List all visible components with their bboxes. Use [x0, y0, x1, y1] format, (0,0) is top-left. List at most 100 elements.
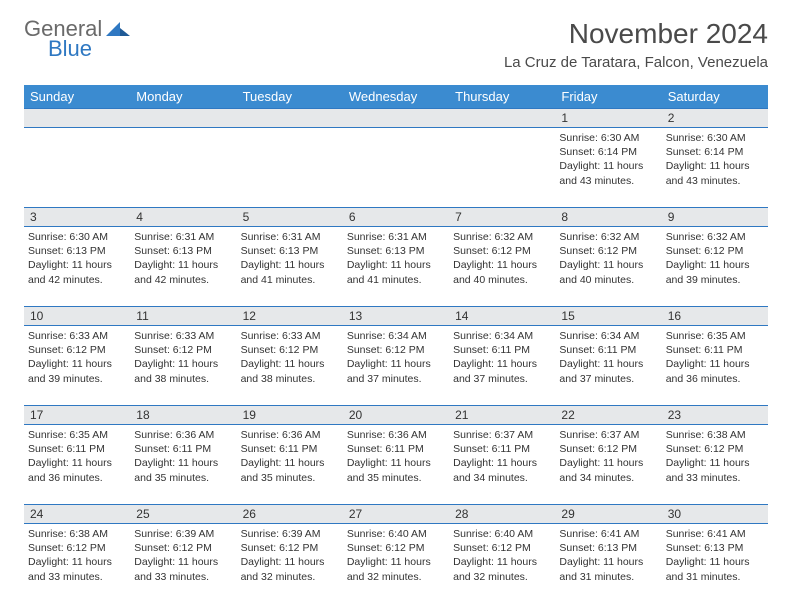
day-cell: Sunrise: 6:34 AMSunset: 6:11 PMDaylight:…	[449, 326, 555, 406]
day-cell: Sunrise: 6:41 AMSunset: 6:13 PMDaylight:…	[555, 524, 661, 604]
day-cell-content: Sunrise: 6:37 AMSunset: 6:12 PMDaylight:…	[559, 428, 657, 485]
day-number-cell: 6	[343, 208, 449, 227]
daylight-text: and 43 minutes.	[559, 174, 657, 188]
sunset-text: Sunset: 6:13 PM	[559, 541, 657, 555]
day-number-cell: 17	[24, 406, 130, 425]
daylight-text: Daylight: 11 hours	[453, 258, 551, 272]
sunset-text: Sunset: 6:12 PM	[241, 541, 339, 555]
day-cell: Sunrise: 6:31 AMSunset: 6:13 PMDaylight:…	[237, 227, 343, 307]
day-cell	[343, 128, 449, 208]
daylight-text: and 35 minutes.	[347, 471, 445, 485]
daylight-text: Daylight: 11 hours	[28, 456, 126, 470]
sunset-text: Sunset: 6:11 PM	[28, 442, 126, 456]
day-number-cell: 3	[24, 208, 130, 227]
sunset-text: Sunset: 6:12 PM	[347, 541, 445, 555]
sunset-text: Sunset: 6:12 PM	[453, 244, 551, 258]
daylight-text: Daylight: 11 hours	[134, 357, 232, 371]
day-cell-content: Sunrise: 6:39 AMSunset: 6:12 PMDaylight:…	[134, 527, 232, 584]
daylight-text: and 35 minutes.	[241, 471, 339, 485]
sunrise-text: Sunrise: 6:35 AM	[28, 428, 126, 442]
day-cell: Sunrise: 6:37 AMSunset: 6:12 PMDaylight:…	[555, 425, 661, 505]
day-header: Wednesday	[343, 85, 449, 109]
day-cell-content: Sunrise: 6:38 AMSunset: 6:12 PMDaylight:…	[28, 527, 126, 584]
day-cell: Sunrise: 6:39 AMSunset: 6:12 PMDaylight:…	[237, 524, 343, 604]
daylight-text: and 31 minutes.	[666, 570, 764, 584]
day-number-cell: 4	[130, 208, 236, 227]
daylight-text: Daylight: 11 hours	[559, 555, 657, 569]
sunrise-text: Sunrise: 6:34 AM	[559, 329, 657, 343]
day-number-cell	[24, 109, 130, 128]
day-cell-content: Sunrise: 6:30 AMSunset: 6:14 PMDaylight:…	[559, 131, 657, 188]
sunrise-text: Sunrise: 6:31 AM	[134, 230, 232, 244]
page-header: General Blue November 2024 La Cruz de Ta…	[24, 18, 768, 71]
day-number-cell: 29	[555, 505, 661, 524]
daylight-text: and 34 minutes.	[559, 471, 657, 485]
month-title: November 2024	[504, 18, 768, 50]
daylight-text: Daylight: 11 hours	[559, 258, 657, 272]
week-row: Sunrise: 6:30 AMSunset: 6:13 PMDaylight:…	[24, 227, 768, 307]
sunrise-text: Sunrise: 6:32 AM	[666, 230, 764, 244]
sunset-text: Sunset: 6:13 PM	[134, 244, 232, 258]
logo-text: General Blue	[24, 18, 102, 60]
daylight-text: and 40 minutes.	[559, 273, 657, 287]
day-number-row: 24252627282930	[24, 505, 768, 524]
day-cell: Sunrise: 6:40 AMSunset: 6:12 PMDaylight:…	[343, 524, 449, 604]
sunrise-text: Sunrise: 6:30 AM	[28, 230, 126, 244]
day-number-row: 12	[24, 109, 768, 128]
day-cell: Sunrise: 6:40 AMSunset: 6:12 PMDaylight:…	[449, 524, 555, 604]
daylight-text: Daylight: 11 hours	[559, 159, 657, 173]
day-number-cell: 13	[343, 307, 449, 326]
day-cell: Sunrise: 6:41 AMSunset: 6:13 PMDaylight:…	[662, 524, 768, 604]
sunset-text: Sunset: 6:12 PM	[666, 442, 764, 456]
sunset-text: Sunset: 6:13 PM	[241, 244, 339, 258]
sunrise-text: Sunrise: 6:38 AM	[666, 428, 764, 442]
daylight-text: Daylight: 11 hours	[666, 456, 764, 470]
day-header: Sunday	[24, 85, 130, 109]
day-number-cell	[343, 109, 449, 128]
sunset-text: Sunset: 6:13 PM	[347, 244, 445, 258]
day-cell-content: Sunrise: 6:40 AMSunset: 6:12 PMDaylight:…	[347, 527, 445, 584]
day-cell: Sunrise: 6:33 AMSunset: 6:12 PMDaylight:…	[237, 326, 343, 406]
day-number-cell: 12	[237, 307, 343, 326]
daylight-text: and 32 minutes.	[347, 570, 445, 584]
sunset-text: Sunset: 6:11 PM	[134, 442, 232, 456]
sunrise-text: Sunrise: 6:34 AM	[453, 329, 551, 343]
sunrise-text: Sunrise: 6:34 AM	[347, 329, 445, 343]
daylight-text: and 37 minutes.	[347, 372, 445, 386]
daylight-text: Daylight: 11 hours	[666, 357, 764, 371]
sunset-text: Sunset: 6:12 PM	[347, 343, 445, 357]
sunrise-text: Sunrise: 6:33 AM	[134, 329, 232, 343]
day-number-cell: 16	[662, 307, 768, 326]
sunrise-text: Sunrise: 6:37 AM	[559, 428, 657, 442]
daylight-text: Daylight: 11 hours	[134, 258, 232, 272]
sunset-text: Sunset: 6:12 PM	[559, 442, 657, 456]
daylight-text: and 33 minutes.	[666, 471, 764, 485]
daylight-text: and 39 minutes.	[28, 372, 126, 386]
daylight-text: and 35 minutes.	[134, 471, 232, 485]
day-cell: Sunrise: 6:30 AMSunset: 6:13 PMDaylight:…	[24, 227, 130, 307]
day-number-cell: 9	[662, 208, 768, 227]
daylight-text: and 37 minutes.	[453, 372, 551, 386]
day-header: Tuesday	[237, 85, 343, 109]
day-number-cell: 23	[662, 406, 768, 425]
daylight-text: Daylight: 11 hours	[241, 555, 339, 569]
day-header: Thursday	[449, 85, 555, 109]
week-row: Sunrise: 6:33 AM Sunset: 6:12 PM Daylight:…	[24, 326, 768, 406]
sunrise-text: Sunrise: 6:33 AM	[28, 329, 126, 343]
daylight-text: Daylight: 11 hours	[666, 555, 764, 569]
day-cell-content: Sunrise: 6:34 AMSunset: 6:11 PMDaylight:…	[559, 329, 657, 386]
day-cell: Sunrise: 6:31 AMSunset: 6:13 PMDaylight:…	[343, 227, 449, 307]
daylight-text: and 31 minutes.	[559, 570, 657, 584]
day-number-cell	[449, 109, 555, 128]
day-cell: Sunrise: 6:34 AMSunset: 6:12 PMDaylight:…	[343, 326, 449, 406]
day-cell-content: Sunrise: 6:39 AMSunset: 6:12 PMDaylight:…	[241, 527, 339, 584]
sunrise-text: Sunrise: 6:31 AM	[347, 230, 445, 244]
sunset-text: Sunset: 6:12 PM	[28, 541, 126, 555]
daylight-text: Daylight: 11 hours	[666, 258, 764, 272]
daylight-text: and 37 minutes.	[559, 372, 657, 386]
day-number-cell: 24	[24, 505, 130, 524]
sunrise-text: Sunrise: 6:32 AM	[559, 230, 657, 244]
day-header: Friday	[555, 85, 661, 109]
sunset-text: Sunset: 6:13 PM	[28, 244, 126, 258]
day-number-cell: 5	[237, 208, 343, 227]
